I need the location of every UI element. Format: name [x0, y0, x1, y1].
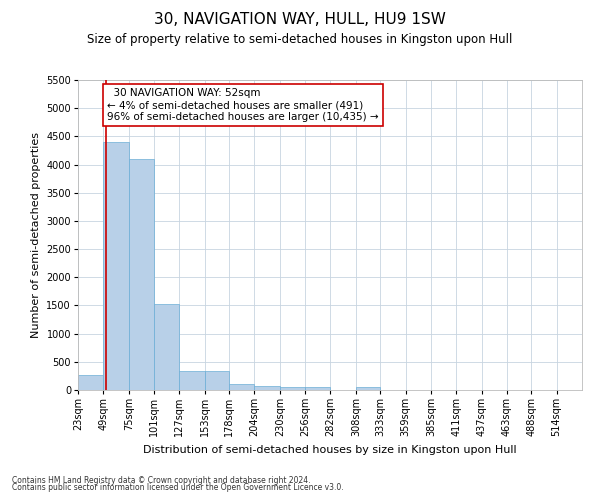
- Text: Size of property relative to semi-detached houses in Kingston upon Hull: Size of property relative to semi-detach…: [88, 32, 512, 46]
- Bar: [78, 375, 103, 390]
- Text: 30 NAVIGATION WAY: 52sqm
← 4% of semi-detached houses are smaller (491)
96% of s: 30 NAVIGATION WAY: 52sqm ← 4% of semi-de…: [107, 88, 379, 122]
- Bar: [356, 386, 380, 390]
- X-axis label: Distribution of semi-detached houses by size in Kingston upon Hull: Distribution of semi-detached houses by …: [143, 444, 517, 454]
- Bar: [103, 142, 128, 390]
- Bar: [179, 372, 205, 390]
- Bar: [280, 386, 305, 390]
- Bar: [154, 304, 179, 390]
- Bar: [205, 372, 229, 390]
- Bar: [128, 159, 154, 390]
- Text: Contains HM Land Registry data © Crown copyright and database right 2024.: Contains HM Land Registry data © Crown c…: [12, 476, 311, 485]
- Text: Contains public sector information licensed under the Open Government Licence v3: Contains public sector information licen…: [12, 484, 344, 492]
- Bar: [254, 386, 280, 390]
- Text: 30, NAVIGATION WAY, HULL, HU9 1SW: 30, NAVIGATION WAY, HULL, HU9 1SW: [154, 12, 446, 28]
- Bar: [305, 387, 331, 390]
- Y-axis label: Number of semi-detached properties: Number of semi-detached properties: [31, 132, 41, 338]
- Bar: [229, 384, 254, 390]
